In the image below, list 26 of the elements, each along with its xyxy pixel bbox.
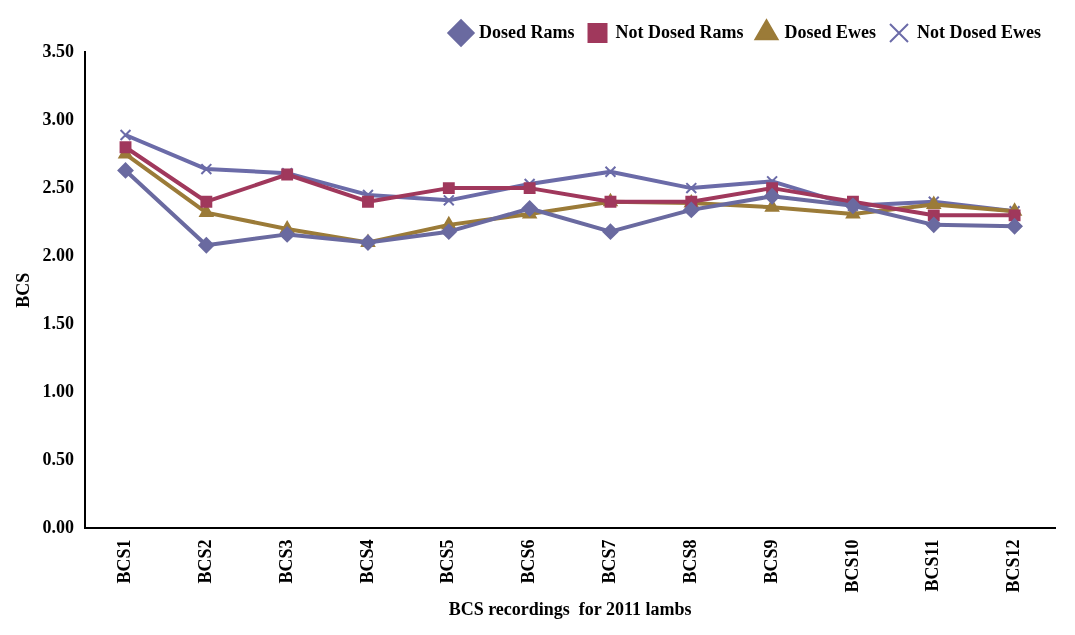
legend-label: Dosed Rams — [479, 21, 575, 42]
y-tick-label: 1.00 — [42, 380, 75, 401]
y-axis-title: BCS — [13, 272, 34, 308]
x-tick-label: BCS11 — [922, 539, 943, 592]
y-tick-label: 2.50 — [42, 176, 75, 197]
y-tick-label: 1.50 — [42, 312, 75, 333]
y-tick-label: 3.00 — [42, 108, 75, 129]
x-tick-label: BCS4 — [356, 539, 377, 584]
legend-label: Dosed Ewes — [784, 21, 877, 42]
x-tick-label: BCS6 — [518, 539, 539, 584]
x-tick-label: BCS7 — [599, 539, 620, 584]
x-axis-title: BCS recordings for 2011 lambs — [448, 598, 692, 619]
x-tick-label: BCS1 — [114, 539, 135, 584]
x-tick-label: BCS8 — [679, 539, 700, 584]
y-tick-label: 3.50 — [42, 40, 75, 61]
x-tick-label: BCS9 — [760, 539, 781, 584]
y-tick-label: 2.00 — [42, 244, 75, 265]
x-tick-label: BCS3 — [275, 539, 296, 584]
x-tick-label: BCS12 — [1003, 539, 1024, 593]
legend-label: Not Dosed Rams — [615, 21, 744, 42]
y-tick-label: 0.50 — [42, 448, 75, 469]
y-tick-label: 0.00 — [42, 517, 75, 538]
x-tick-label: BCS5 — [437, 539, 458, 584]
x-tick-label: BCS2 — [194, 539, 215, 584]
x-tick-label: BCS10 — [841, 539, 862, 593]
legend-label: Not Dosed Ewes — [917, 21, 1041, 42]
